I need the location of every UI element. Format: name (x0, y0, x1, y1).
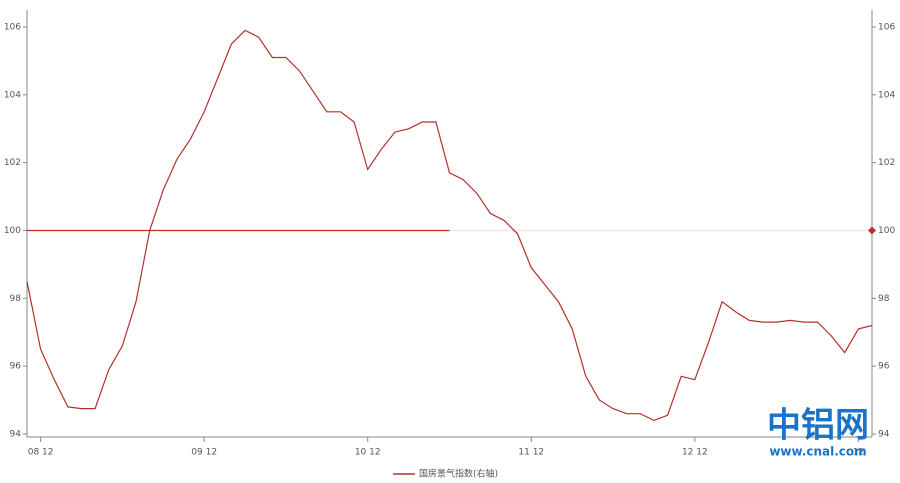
y2-tick-label: 102 (878, 158, 895, 168)
watermark-url: www.cnal.com (769, 445, 866, 459)
y2-tick-label: 94 (878, 430, 890, 440)
reference-marker (868, 226, 876, 235)
y-tick-label: 96 (10, 362, 22, 372)
y-tick-label: 104 (4, 90, 21, 100)
y-tick-label: 102 (4, 158, 21, 168)
y2-tick-label: 106 (878, 23, 895, 33)
x-tick-label: 09 12 (191, 448, 217, 458)
y-tick-label: 106 (4, 23, 21, 33)
y2-tick-label: 98 (878, 294, 890, 304)
y2-tick-label: 104 (878, 90, 895, 100)
series-line (26, 29, 873, 422)
y-tick-label: 94 (10, 430, 22, 440)
y2-tick-label: 100 (878, 226, 895, 236)
x-tick-label: 11 12 (518, 448, 544, 458)
y-tick-label: 98 (10, 294, 22, 304)
x-tick-label: 08 12 (28, 448, 54, 458)
x-tick-label: 12 12 (682, 448, 708, 458)
x-tick-label: 10 12 (355, 448, 381, 458)
legend-label: 国房景气指数(右轴) (419, 468, 498, 480)
x-tick-label: 12 (853, 448, 864, 458)
watermark-title: 中铝网 (767, 406, 869, 446)
y2-tick-label: 96 (878, 362, 890, 372)
y-tick-label: 100 (4, 226, 21, 236)
